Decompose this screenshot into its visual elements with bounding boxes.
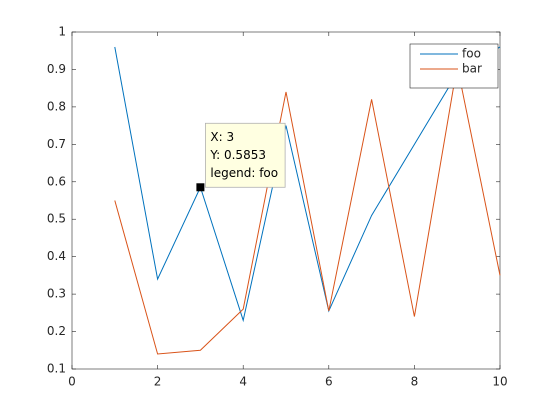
x-tick-label: 10 (492, 375, 507, 389)
legend-label: foo (462, 47, 481, 61)
x-tick-label: 6 (325, 375, 333, 389)
datatip: X: 3 Y: 0.5853 legend: foo (204, 122, 286, 188)
y-tick-label: 0.8 (47, 99, 66, 113)
datatip-marker (196, 183, 205, 192)
datatip-text: X: 3 (210, 130, 234, 144)
y-tick-label: 0.2 (47, 324, 66, 338)
x-tick-label: 4 (239, 375, 247, 389)
legend-box (409, 43, 499, 89)
legend-label: bar (462, 62, 482, 76)
y-tick-label: 0.4 (47, 249, 66, 263)
y-tick-label: 0.3 (47, 287, 66, 301)
y-tick-label: 1 (58, 25, 66, 39)
y-tick-label: 0.6 (47, 174, 66, 188)
datatip-box (204, 122, 286, 188)
x-tick-label: 0 (68, 375, 76, 389)
y-tick-label: 0.5 (47, 212, 66, 226)
y-tick-label: 0.1 (47, 362, 66, 376)
x-tick-label: 2 (154, 375, 162, 389)
y-tick-label: 0.7 (47, 137, 66, 151)
y-tick-label: 0.9 (47, 62, 66, 76)
x-tick-label: 8 (411, 375, 419, 389)
line (114, 65, 501, 355)
datatip-text: legend: foo (210, 166, 278, 180)
line (114, 46, 501, 323)
datatip-text: Y: 0.5853 (209, 148, 266, 162)
